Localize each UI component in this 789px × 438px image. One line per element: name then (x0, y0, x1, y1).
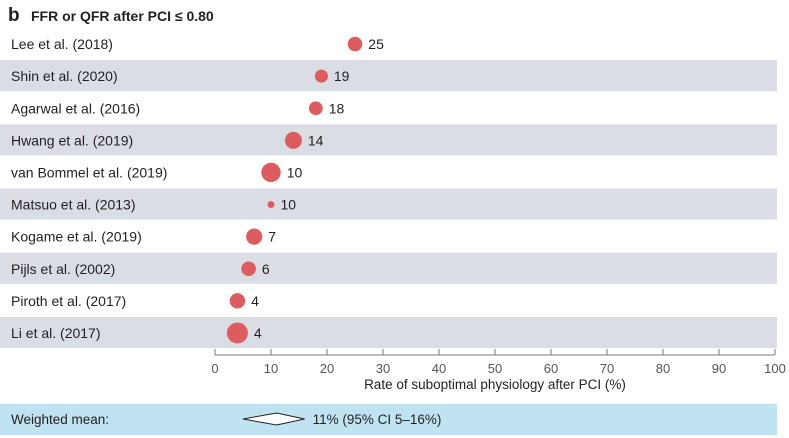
study-marker (284, 131, 302, 149)
summary-text: 11% (95% CI 5–16%) (313, 412, 442, 427)
study-marker (308, 101, 323, 116)
study-value-label: 18 (329, 100, 345, 116)
x-tick-label: 90 (712, 361, 726, 376)
summary-diamond (242, 412, 305, 426)
x-tick-label: 100 (764, 361, 786, 376)
study-label: Hwang et al. (2019) (11, 132, 133, 148)
study-value-label: 10 (280, 197, 296, 213)
study-value-label: 7 (268, 229, 276, 245)
summary-band (0, 404, 777, 435)
study-marker (347, 36, 363, 52)
study-marker (226, 322, 248, 344)
x-tick-label: 0 (211, 361, 218, 376)
row-band (0, 188, 777, 220)
row-bands (0, 60, 777, 348)
study-label: Kogame et al. (2019) (11, 229, 142, 245)
study-value-label: 25 (368, 36, 384, 52)
x-tick-label: 60 (544, 361, 558, 376)
summary-label: Weighted mean: (11, 412, 109, 427)
study-value-label: 6 (262, 261, 270, 277)
x-tick-label: 30 (376, 361, 390, 376)
study-label: Shin et al. (2020) (11, 68, 118, 84)
x-tick-label: 50 (488, 361, 502, 376)
study-label: Agarwal et al. (2016) (11, 100, 140, 116)
study-value-label: 19 (334, 68, 350, 84)
x-tick-label: 70 (600, 361, 614, 376)
study-label: Li et al. (2017) (11, 325, 101, 341)
study-value-label: 10 (287, 164, 303, 180)
chart-title: FFR or QFR after PCI ≤ 0.80 (31, 8, 214, 24)
x-axis-title: Rate of suboptimal physiology after PCI … (364, 377, 626, 392)
row-band (0, 60, 777, 92)
study-marker (246, 228, 263, 245)
x-tick-label: 40 (432, 361, 446, 376)
study-label: Pijls et al. (2002) (11, 261, 115, 277)
study-rows: Lee et al. (2018) 25 Shin et al. (2020) 19 A… (11, 36, 384, 344)
study-marker (229, 293, 246, 309)
x-tick-label: 10 (264, 361, 278, 376)
study-label: Piroth et al. (2017) (11, 293, 126, 309)
study-value-label: 4 (251, 293, 259, 309)
x-tick-label: 80 (656, 361, 670, 376)
study-marker (267, 201, 275, 209)
study-marker (241, 261, 256, 277)
study-value-label: 4 (254, 325, 262, 341)
study-marker (261, 162, 281, 183)
row-band (0, 124, 777, 156)
row-band (0, 316, 777, 348)
panel-letter: b (8, 5, 20, 26)
study-label: Lee et al. (2018) (11, 36, 113, 52)
x-tick-label: 20 (320, 361, 334, 376)
study-label: Matsuo et al. (2013) (11, 197, 136, 213)
study-marker (314, 69, 328, 83)
x-axis: 0 10 20 30 40 50 60 70 80 90 100 (211, 349, 786, 376)
study-label: van Bommel et al. (2019) (11, 164, 167, 180)
row-band (0, 252, 777, 284)
study-value-label: 14 (308, 132, 324, 148)
